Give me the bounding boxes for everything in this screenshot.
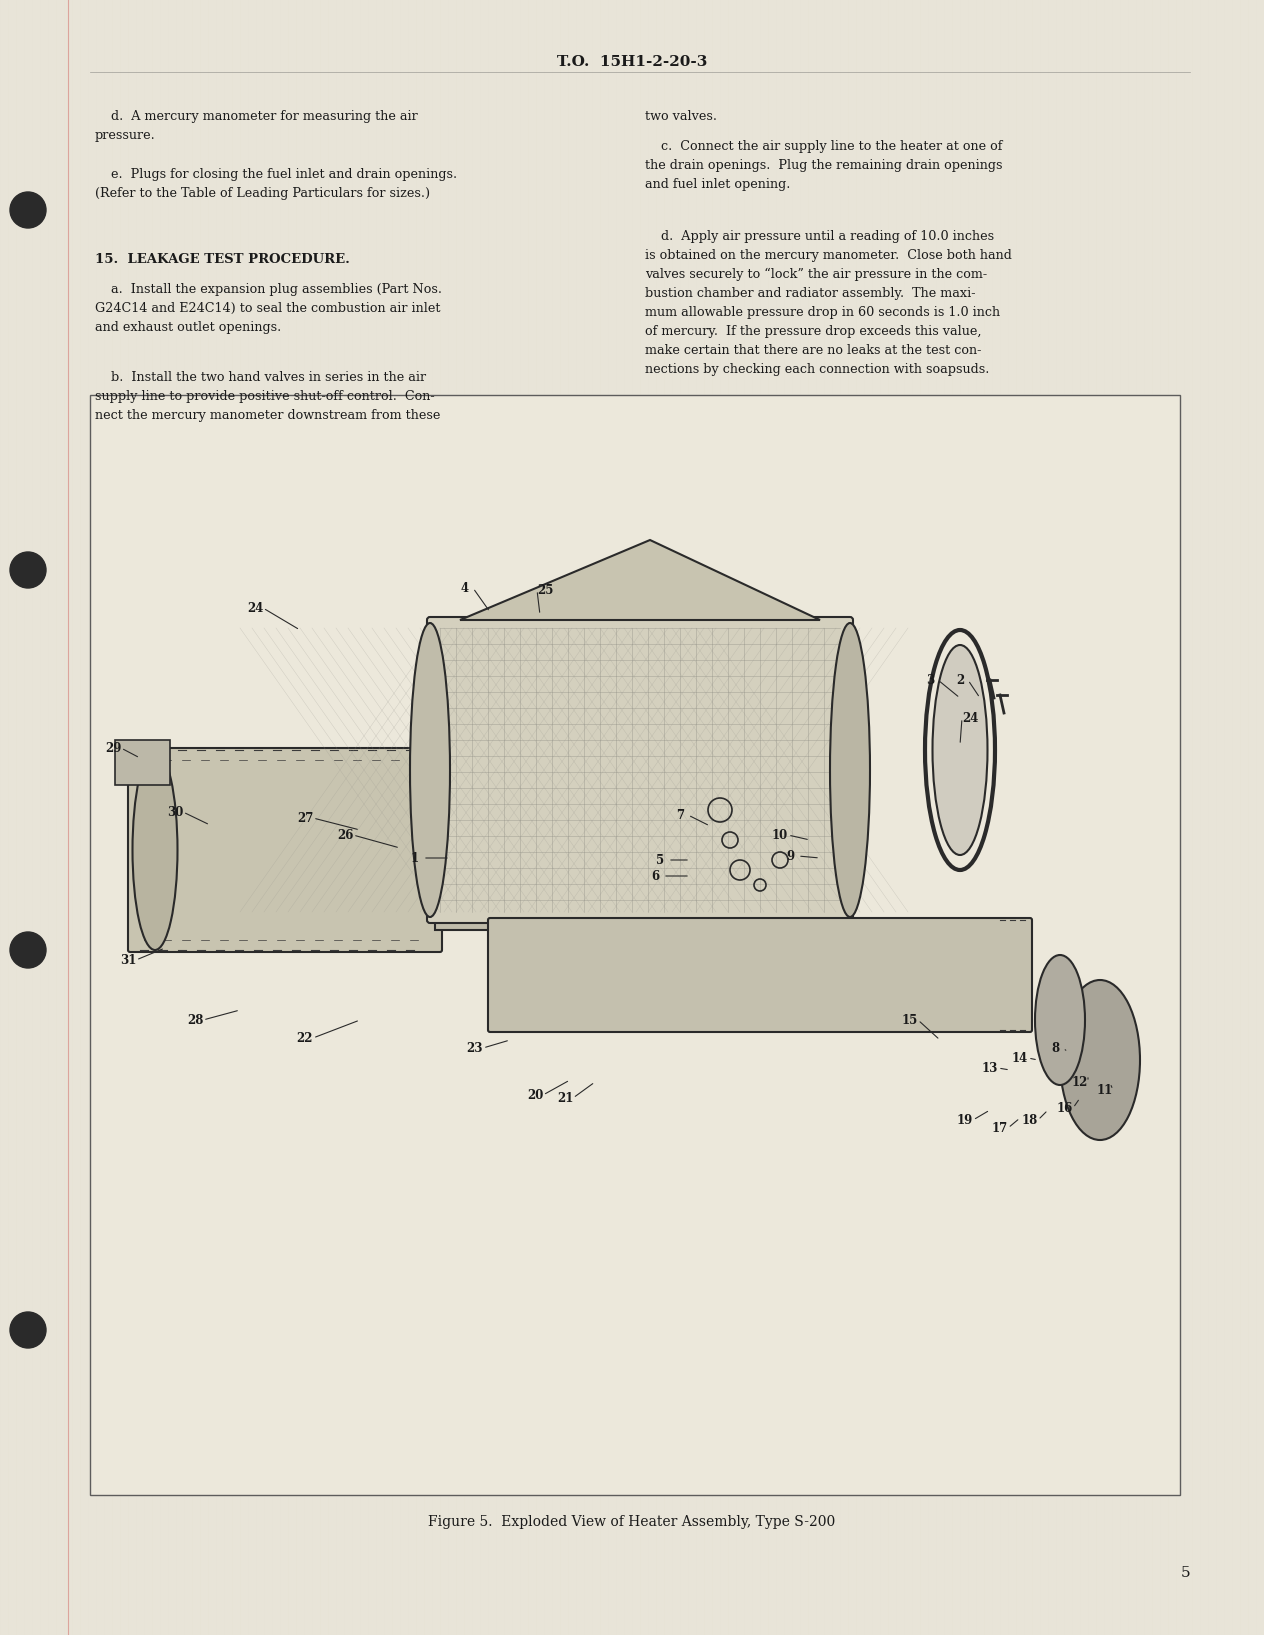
Text: 24: 24 (246, 602, 263, 615)
Polygon shape (460, 540, 820, 620)
Text: 5: 5 (1181, 1566, 1189, 1579)
Text: c.  Connect the air supply line to the heater at one of
the drain openings.  Plu: c. Connect the air supply line to the he… (645, 141, 1002, 191)
Text: d.  Apply air pressure until a reading of 10.0 inches
is obtained on the mercury: d. Apply air pressure until a reading of… (645, 231, 1012, 376)
Circle shape (10, 553, 46, 589)
Ellipse shape (410, 623, 450, 917)
Text: 1: 1 (411, 852, 420, 865)
Text: d.  A mercury manometer for measuring the air
pressure.: d. A mercury manometer for measuring the… (95, 110, 417, 142)
Circle shape (10, 1311, 46, 1347)
Text: 11: 11 (1097, 1084, 1114, 1097)
Text: 15.  LEAKAGE TEST PROCEDURE.: 15. LEAKAGE TEST PROCEDURE. (95, 253, 350, 267)
Text: 26: 26 (336, 829, 353, 842)
Text: 9: 9 (786, 850, 794, 863)
Text: 25: 25 (537, 584, 554, 597)
Ellipse shape (933, 644, 987, 855)
Text: 18: 18 (1021, 1113, 1038, 1127)
Text: 20: 20 (527, 1089, 544, 1102)
Text: 19: 19 (957, 1113, 973, 1127)
Text: two valves.: two valves. (645, 110, 717, 123)
Ellipse shape (830, 623, 870, 917)
Text: 4: 4 (461, 582, 469, 595)
Text: 2: 2 (956, 674, 964, 687)
Circle shape (10, 191, 46, 227)
Text: 16: 16 (1057, 1102, 1073, 1115)
Text: 31: 31 (120, 953, 137, 966)
Text: 23: 23 (466, 1041, 483, 1055)
Text: 6: 6 (651, 870, 659, 883)
Text: 30: 30 (167, 806, 183, 819)
Text: 24: 24 (962, 711, 978, 724)
Text: b.  Install the two hand valves in series in the air
supply line to provide posi: b. Install the two hand valves in series… (95, 371, 440, 422)
Text: 8: 8 (1050, 1041, 1059, 1055)
Text: 15: 15 (902, 1014, 918, 1027)
Text: 13: 13 (982, 1061, 999, 1074)
Text: 3: 3 (925, 674, 934, 687)
Text: 5: 5 (656, 853, 664, 867)
Text: a.  Install the expansion plug assemblies (Part Nos.
G24C14 and E24C14) to seal : a. Install the expansion plug assemblies… (95, 283, 442, 334)
Circle shape (10, 932, 46, 968)
Text: Figure 5.  Exploded View of Heater Assembly, Type S-200: Figure 5. Exploded View of Heater Assemb… (428, 1516, 836, 1529)
Text: 27: 27 (297, 811, 313, 824)
Bar (435, 770, 514, 930)
Text: 7: 7 (676, 808, 684, 821)
Text: 14: 14 (1012, 1051, 1028, 1064)
Text: T.O.  15H1-2-20-3: T.O. 15H1-2-20-3 (557, 56, 707, 69)
Text: 10: 10 (772, 829, 789, 842)
Text: 17: 17 (992, 1122, 1009, 1135)
Text: e.  Plugs for closing the fuel inlet and drain openings.
(Refer to the Table of : e. Plugs for closing the fuel inlet and … (95, 168, 458, 199)
Bar (115, 741, 169, 785)
Text: 12: 12 (1072, 1076, 1088, 1089)
Text: 29: 29 (105, 742, 121, 754)
Ellipse shape (133, 750, 177, 950)
FancyBboxPatch shape (488, 917, 1031, 1032)
Text: 28: 28 (187, 1014, 204, 1027)
Bar (90, 396, 1181, 1494)
Ellipse shape (1035, 955, 1085, 1086)
Text: 22: 22 (297, 1032, 313, 1045)
Text: 21: 21 (557, 1092, 573, 1105)
Ellipse shape (1060, 979, 1140, 1140)
FancyBboxPatch shape (128, 747, 442, 952)
FancyBboxPatch shape (427, 616, 853, 924)
